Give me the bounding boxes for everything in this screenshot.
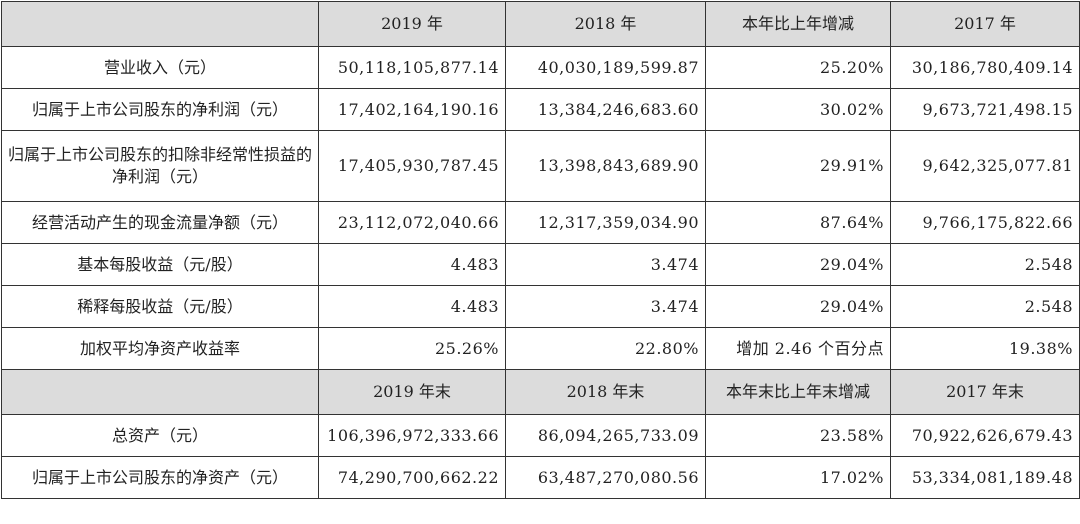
row-label: 总资产（元）: [1, 414, 319, 457]
value-cell: 4.483: [318, 285, 506, 328]
value-cell: 29.91%: [705, 130, 891, 202]
value-cell: 29.04%: [705, 243, 891, 286]
row-label: 营业收入（元）: [1, 46, 319, 89]
value-cell: 9,642,325,077.81: [890, 130, 1080, 202]
value-cell: 86,094,265,733.09: [505, 414, 706, 457]
value-cell: 40,030,189,599.87: [505, 46, 706, 89]
value-cell: 19.38%: [890, 327, 1080, 370]
value-cell: 50,118,105,877.14: [318, 46, 506, 89]
value-cell: 74,290,700,662.22: [318, 456, 506, 499]
value-cell: 53,334,081,189.48: [890, 456, 1080, 499]
row-label: 稀释每股收益（元/股）: [1, 285, 319, 328]
header-cell: 2019 年末: [318, 369, 506, 415]
financial-table: 2019 年 2018 年本年比上年增减 2017 年营业收入（元） 50,118,1…: [1, 1, 1080, 499]
value-cell: 23,112,072,040.66: [318, 201, 506, 244]
header-cell: 2018 年: [505, 1, 706, 47]
value-cell: 25.20%: [705, 46, 891, 89]
value-cell: 17.02%: [705, 456, 891, 499]
data-row: 归属于上市公司股东的净资产（元） 74,290,700,662.22 63,487,…: [1, 456, 1080, 499]
value-cell: 30,186,780,409.14: [890, 46, 1080, 89]
header-cell: 本年比上年增减: [705, 1, 891, 47]
header-cell: 2019 年: [318, 1, 506, 47]
header-cell: [1, 369, 319, 415]
value-cell: 增加 2.46 个百分点: [705, 327, 891, 370]
value-cell: 13,398,843,689.90: [505, 130, 706, 202]
header-cell: 2017 年末: [890, 369, 1080, 415]
data-row: 营业收入（元） 50,118,105,877.14 40,030,189,599.8…: [1, 46, 1080, 89]
value-cell: 63,487,270,080.56: [505, 456, 706, 499]
header-cell: 本年末比上年末增减: [705, 369, 891, 415]
data-row: 经营活动产生的现金流量净额（元） 23,112,072,040.66 12,317,…: [1, 201, 1080, 244]
value-cell: 17,402,164,190.16: [318, 88, 506, 131]
data-row: 归属于上市公司股东的扣除非经常性损益的净利润（元） 17,405,930,787.…: [1, 130, 1080, 202]
value-cell: 9,766,175,822.66: [890, 201, 1080, 244]
value-cell: 2.548: [890, 285, 1080, 328]
value-cell: 106,396,972,333.66: [318, 414, 506, 457]
header-cell: 2018 年末: [505, 369, 706, 415]
data-row: 基本每股收益（元/股） 4.483 3.474 29.04% 2.548: [1, 243, 1080, 286]
value-cell: 3.474: [505, 285, 706, 328]
row-label: 加权平均净资产收益率: [1, 327, 319, 370]
row-label: 归属于上市公司股东的净利润（元）: [1, 88, 319, 131]
value-cell: 4.483: [318, 243, 506, 286]
header-cell: 2017 年: [890, 1, 1080, 47]
row-label: 基本每股收益（元/股）: [1, 243, 319, 286]
value-cell: 2.548: [890, 243, 1080, 286]
value-cell: 87.64%: [705, 201, 891, 244]
value-cell: 3.474: [505, 243, 706, 286]
row-label: 归属于上市公司股东的扣除非经常性损益的净利润（元）: [1, 130, 319, 202]
value-cell: 12,317,359,034.90: [505, 201, 706, 244]
value-cell: 17,405,930,787.45: [318, 130, 506, 202]
value-cell: 9,673,721,498.15: [890, 88, 1080, 131]
value-cell: 70,922,626,679.43: [890, 414, 1080, 457]
data-row: 归属于上市公司股东的净利润（元） 17,402,164,190.16 13,384,…: [1, 88, 1080, 131]
value-cell: 25.26%: [318, 327, 506, 370]
value-cell: 23.58%: [705, 414, 891, 457]
value-cell: 29.04%: [705, 285, 891, 328]
data-row: 总资产（元） 106,396,972,333.66 86,094,265,733.0…: [1, 414, 1080, 457]
row-label: 归属于上市公司股东的净资产（元）: [1, 456, 319, 499]
header-cell: [1, 1, 319, 47]
data-row: 加权平均净资产收益率 25.26% 22.80% 增加 2.46 个百分点 19.38%: [1, 327, 1080, 370]
data-row: 稀释每股收益（元/股） 4.483 3.474 29.04% 2.548: [1, 285, 1080, 328]
value-cell: 22.80%: [505, 327, 706, 370]
value-cell: 13,384,246,683.60: [505, 88, 706, 131]
header-row: 2019 年末 2018 年末 本年末比上年末增减 2017 年末: [1, 369, 1080, 415]
header-row: 2019 年 2018 年本年比上年增减 2017 年: [1, 1, 1080, 47]
value-cell: 30.02%: [705, 88, 891, 131]
row-label: 经营活动产生的现金流量净额（元）: [1, 201, 319, 244]
